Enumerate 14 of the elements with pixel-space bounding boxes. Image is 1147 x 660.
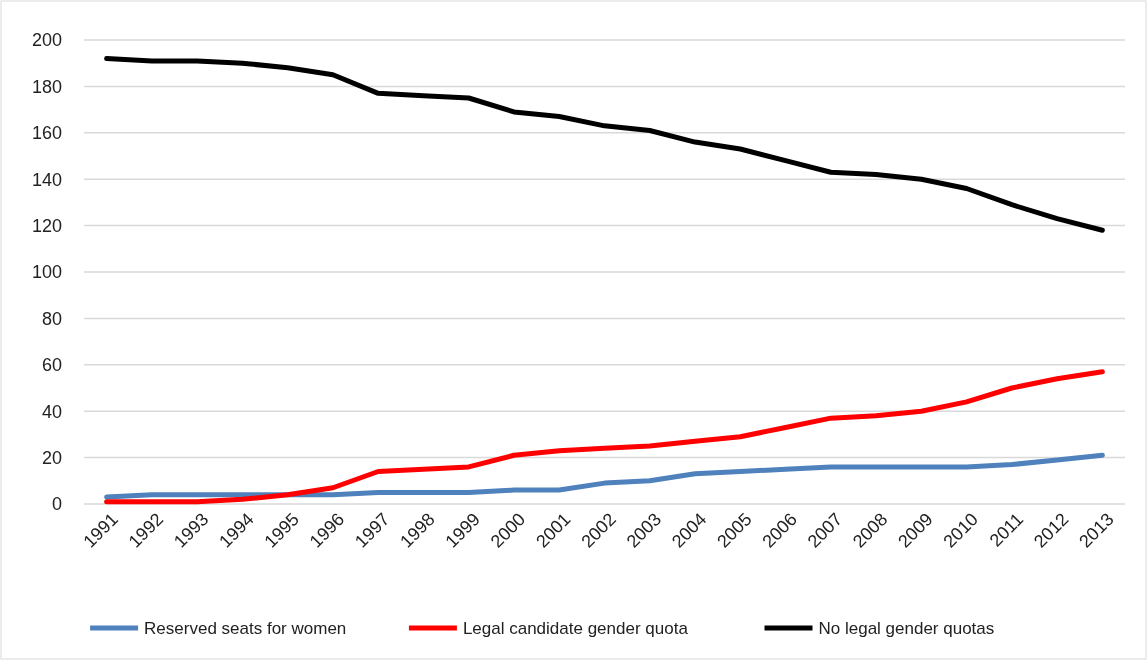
- y-tick-label: 20: [41, 447, 62, 468]
- legend-label: No legal gender quotas: [818, 618, 995, 638]
- y-tick-label: 100: [31, 262, 62, 283]
- legend-label: Reserved seats for women: [144, 618, 347, 638]
- y-tick-label: 120: [31, 215, 62, 236]
- legend-label: Legal candidate gender quota: [462, 618, 689, 638]
- y-tick-label: 0: [51, 494, 62, 515]
- y-tick-label: 200: [31, 30, 62, 51]
- y-tick-label: 40: [41, 401, 62, 422]
- y-tick-label: 60: [41, 355, 62, 376]
- y-tick-label: 180: [31, 76, 62, 97]
- y-tick-label: 140: [31, 169, 62, 190]
- y-tick-label: 160: [31, 123, 62, 144]
- y-tick-label: 80: [41, 308, 62, 329]
